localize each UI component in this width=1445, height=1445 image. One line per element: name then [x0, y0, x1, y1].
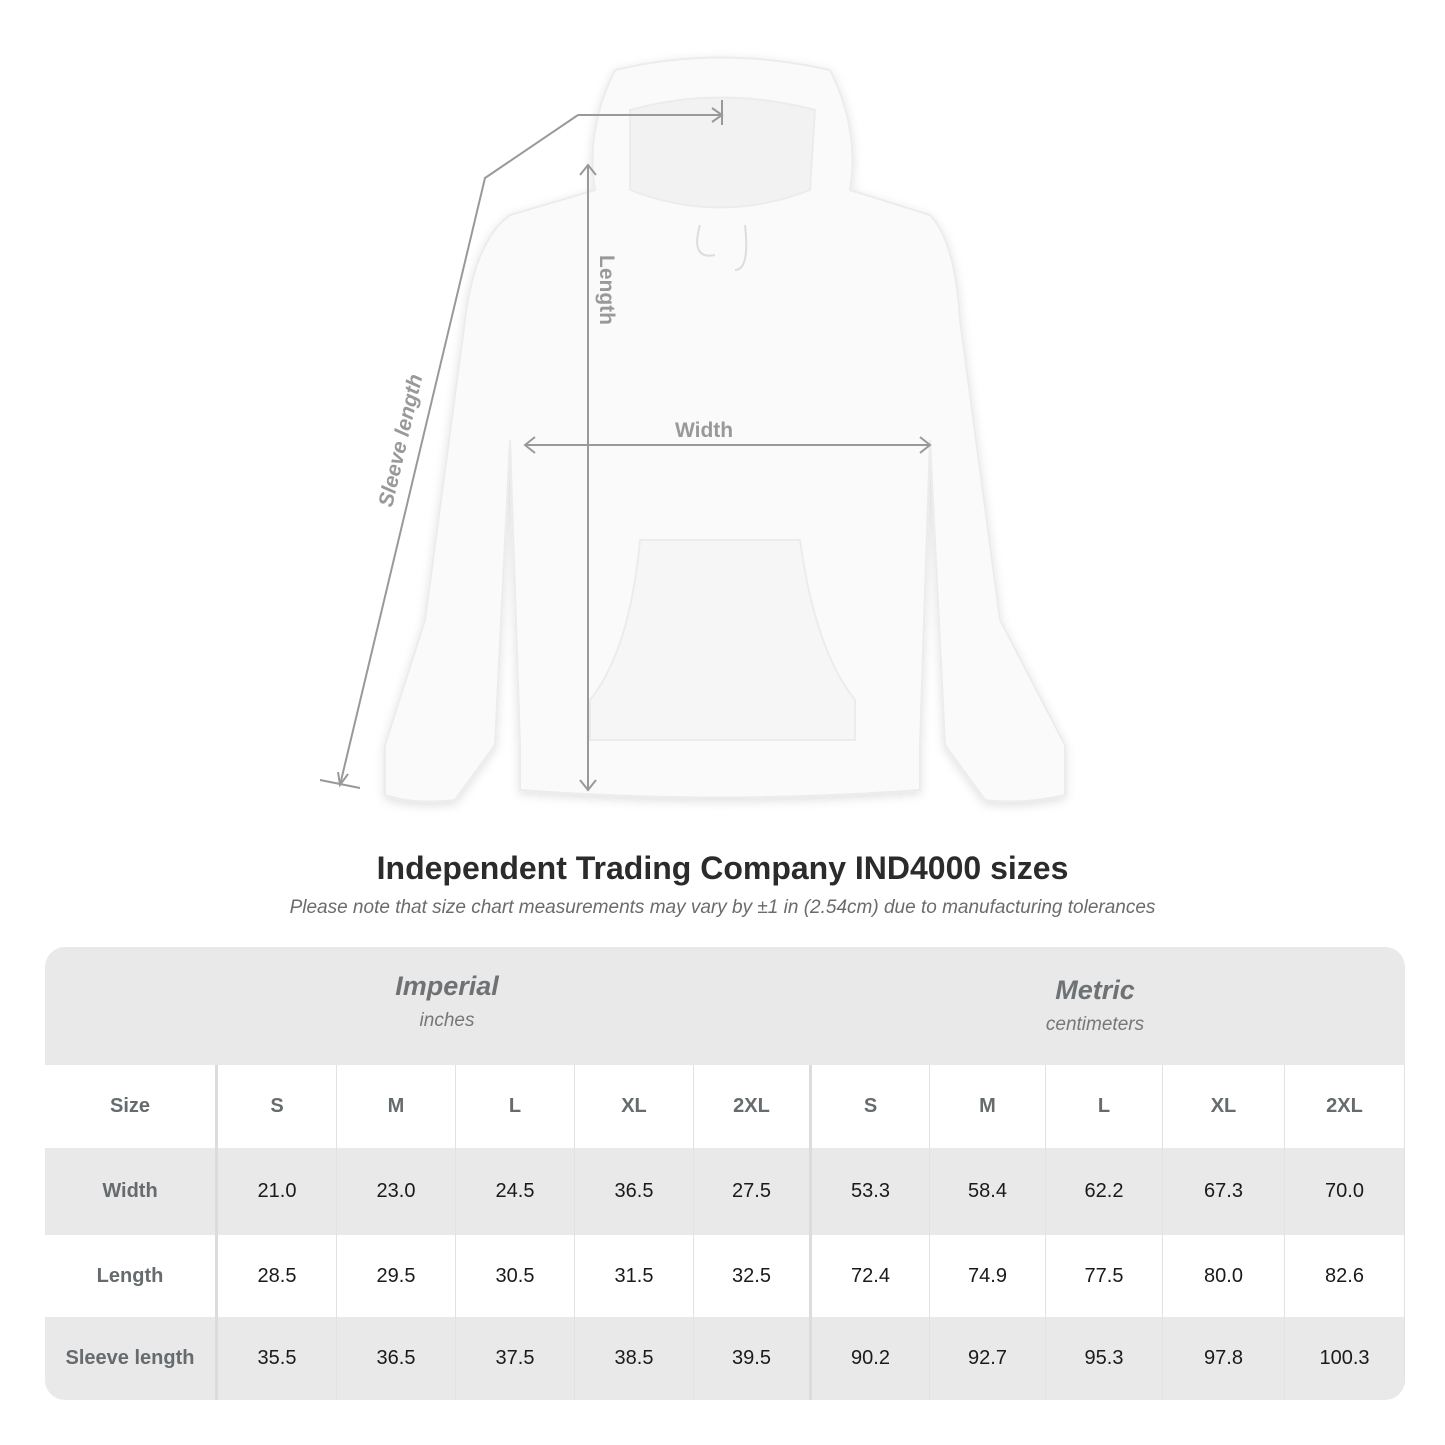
value-cell: 27.5	[694, 1148, 812, 1235]
value-cell: 35.5	[218, 1317, 337, 1400]
value-cell: 80.0	[1163, 1235, 1285, 1317]
value-cell: 31.5	[575, 1235, 694, 1317]
sleeve-length-label: Sleeve length	[374, 372, 427, 509]
value-cell: 39.5	[694, 1317, 812, 1400]
size-imperial: 2XL	[694, 1065, 812, 1148]
size-metric: M	[930, 1065, 1046, 1148]
size-imperial: L	[456, 1065, 575, 1148]
page-title: Independent Trading Company IND4000 size…	[376, 850, 1069, 886]
row-label: Width	[45, 1148, 218, 1235]
value-cell: 36.5	[337, 1317, 456, 1400]
size-metric: S	[812, 1065, 930, 1148]
row-label: Sleeve length	[45, 1317, 218, 1400]
value-cell: 82.6	[1285, 1235, 1405, 1317]
value-cell: 100.3	[1285, 1317, 1405, 1400]
value-cell: 95.3	[1046, 1317, 1163, 1400]
metric-unit: centimeters	[1045, 1014, 1145, 1035]
size-metric: XL	[1163, 1065, 1285, 1148]
value-cell: 90.2	[812, 1317, 930, 1400]
size-table: Imperial inches Metric centimeters Size S…	[45, 947, 1405, 1400]
value-cell: 38.5	[575, 1317, 694, 1400]
size-header-row: Size S M L XL 2XL S M L XL 2XL	[45, 1065, 1405, 1148]
imperial-title: Imperial	[395, 971, 499, 1001]
size-imperial: XL	[575, 1065, 694, 1148]
table-row: Length 28.5 29.5 30.5 31.5 32.5 72.4 74.9 77.5 80…	[45, 1235, 1405, 1317]
hoodie-illustration	[384, 56, 1066, 803]
table-row: Sleeve length 35.5 36.5 37.5 38.5 39.5 90.2 92.…	[45, 1317, 1405, 1400]
size-metric: L	[1046, 1065, 1163, 1148]
metric-header: Metric centimeters	[895, 975, 1295, 1036]
tolerance-note: Please note that size chart measurements…	[289, 897, 1156, 918]
value-cell: 28.5	[218, 1235, 337, 1317]
row-label: Length	[45, 1235, 218, 1317]
width-label: Width	[675, 419, 733, 442]
value-cell: 53.3	[812, 1148, 930, 1235]
hoodie-diagram: Length Width Sleeve length	[319, 56, 1066, 803]
value-cell: 72.4	[812, 1235, 930, 1317]
value-cell: 29.5	[337, 1235, 456, 1317]
value-cell: 92.7	[930, 1317, 1046, 1400]
size-imperial: M	[337, 1065, 456, 1148]
size-imperial: S	[218, 1065, 337, 1148]
value-cell: 21.0	[218, 1148, 337, 1235]
imperial-unit: inches	[419, 1010, 475, 1031]
value-cell: 97.8	[1163, 1317, 1285, 1400]
value-cell: 77.5	[1046, 1235, 1163, 1317]
value-cell: 24.5	[456, 1148, 575, 1235]
imperial-header: Imperial inches	[247, 971, 647, 1032]
value-cell: 37.5	[456, 1317, 575, 1400]
value-cell: 62.2	[1046, 1148, 1163, 1235]
value-cell: 32.5	[694, 1235, 812, 1317]
length-label: Length	[595, 255, 618, 325]
value-cell: 70.0	[1285, 1148, 1405, 1235]
value-cell: 58.4	[930, 1148, 1046, 1235]
size-metric: 2XL	[1285, 1065, 1405, 1148]
measurement-lines	[319, 100, 932, 792]
row-label: Size	[45, 1065, 218, 1148]
table-row: Width 21.0 23.0 24.5 36.5 27.5 53.3 58.4 62.2 67.…	[45, 1148, 1405, 1235]
value-cell: 67.3	[1163, 1148, 1285, 1235]
value-cell: 74.9	[930, 1235, 1046, 1317]
value-cell: 23.0	[337, 1148, 456, 1235]
value-cell: 30.5	[456, 1235, 575, 1317]
value-cell: 36.5	[575, 1148, 694, 1235]
metric-title: Metric	[1055, 975, 1135, 1005]
table-header: Imperial inches Metric centimeters	[45, 947, 1405, 1065]
